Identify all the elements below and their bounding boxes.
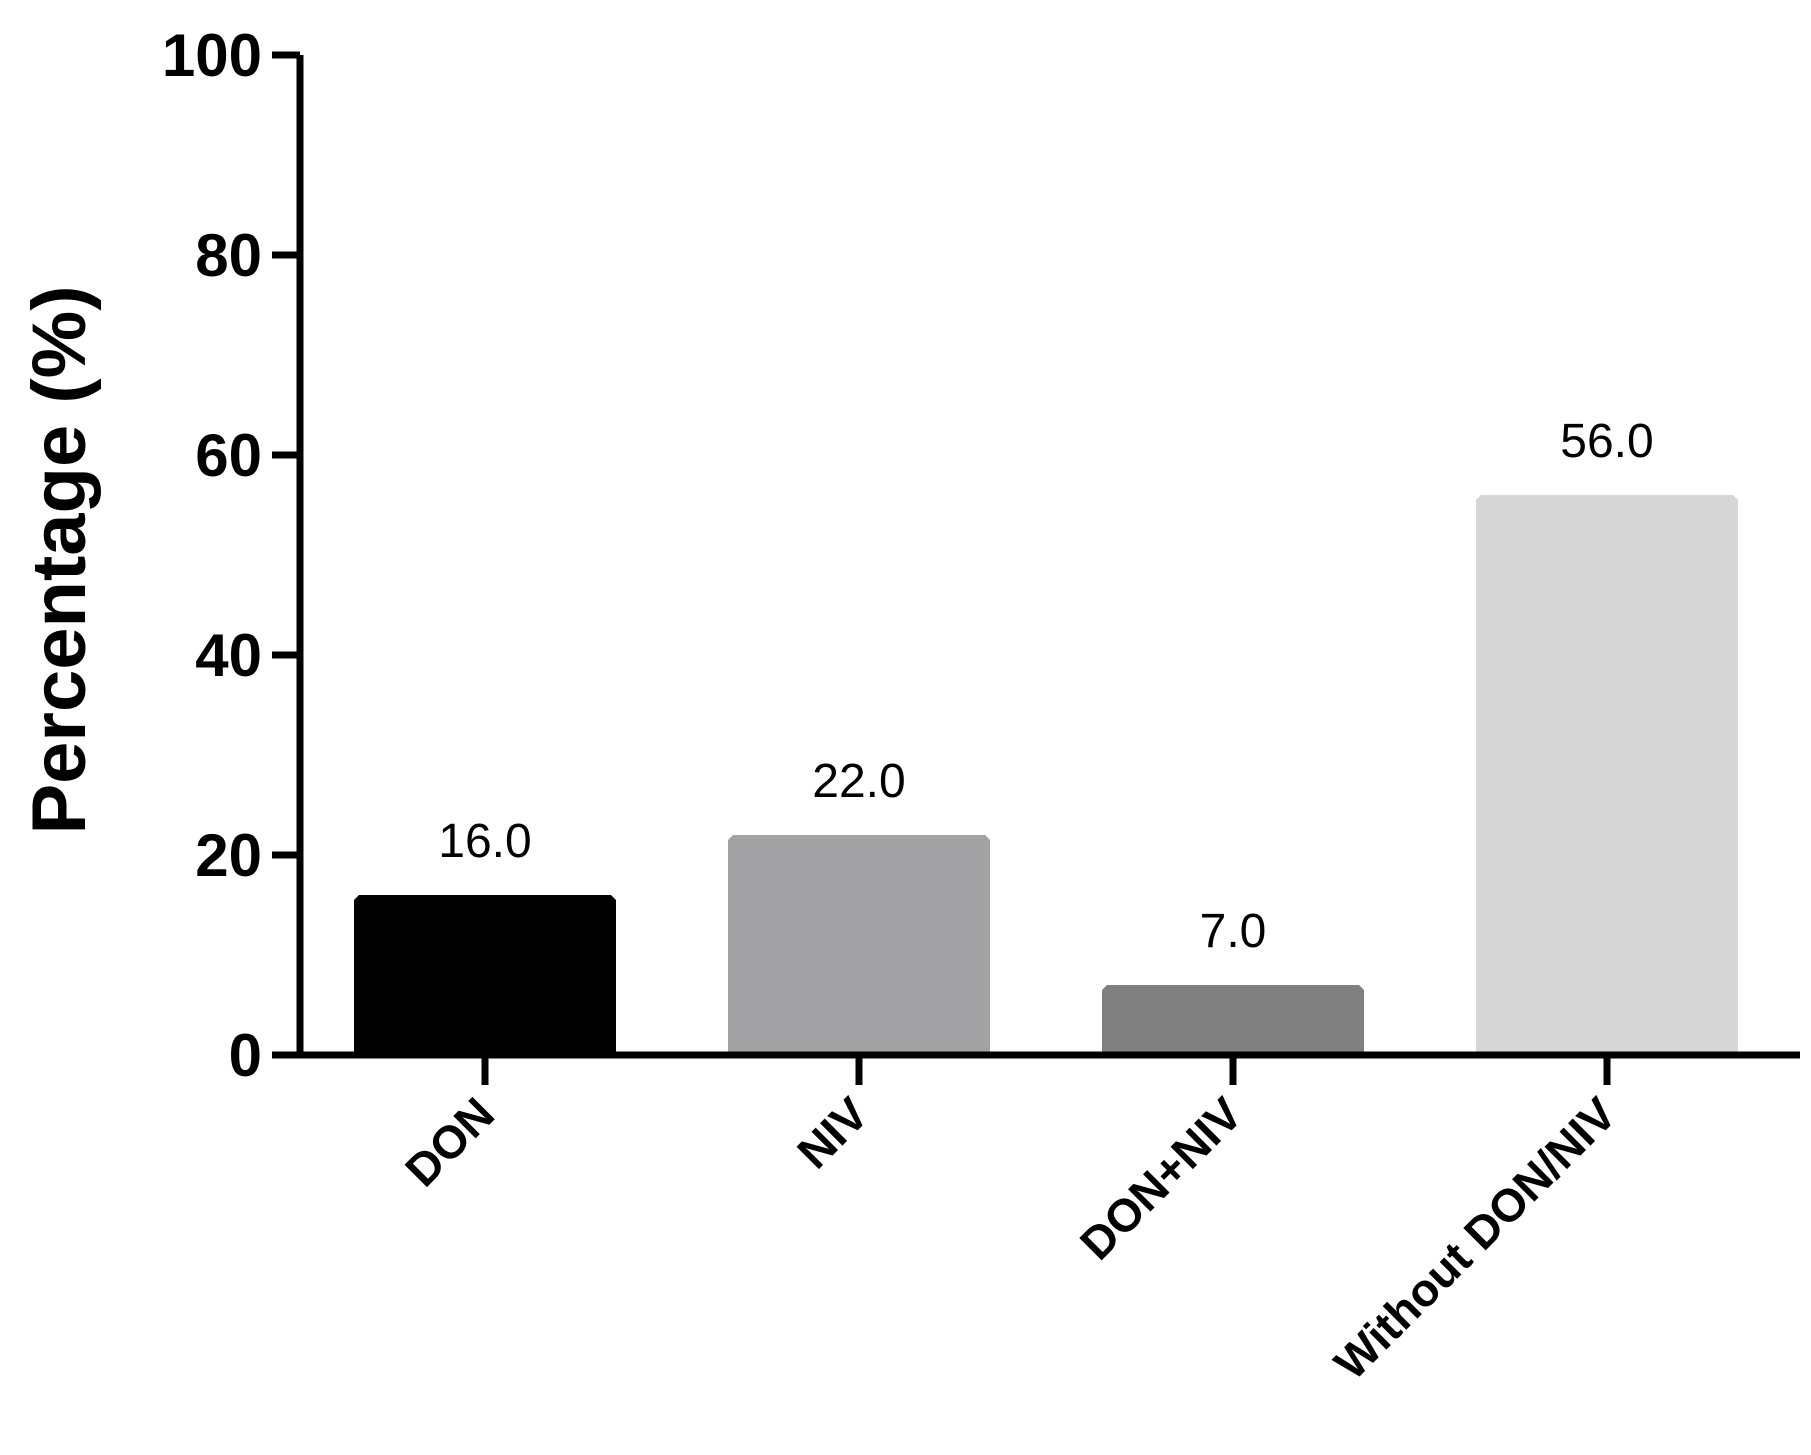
y-tick-label: 100 [162,22,262,89]
y-tick-label: 40 [195,622,262,689]
x-tick-label: DON [395,1087,504,1196]
value-label: 16.0 [438,815,531,868]
y-tick-label: 0 [229,1022,262,1089]
y-tick-label: 20 [195,822,262,889]
y-axis-title: Percentage (%) [17,285,102,834]
y-tick-label: 80 [195,222,262,289]
value-labels-group: 16.0 22.0 7.0 56.0 [438,415,1653,958]
x-tick-label: NIV [787,1087,878,1178]
bar-without-don-niv [1476,495,1738,1055]
bar-niv [728,835,990,1055]
value-label: 7.0 [1200,905,1267,958]
bar-don [354,895,616,1055]
y-ticks-group: 0 20 40 60 80 100 [162,22,300,1089]
x-ticks-group: DON NIV DON+NIV Without DON/NIV [395,1055,1626,1389]
x-tick-label: Without DON/NIV [1324,1087,1626,1389]
x-tick-label: DON+NIV [1070,1087,1252,1269]
y-tick-label: 60 [195,422,262,489]
bars-group [354,495,1738,1055]
axes-group [296,55,1800,1059]
value-label: 56.0 [1560,415,1653,468]
value-label: 22.0 [812,755,905,808]
bar-don-niv [1102,985,1364,1055]
